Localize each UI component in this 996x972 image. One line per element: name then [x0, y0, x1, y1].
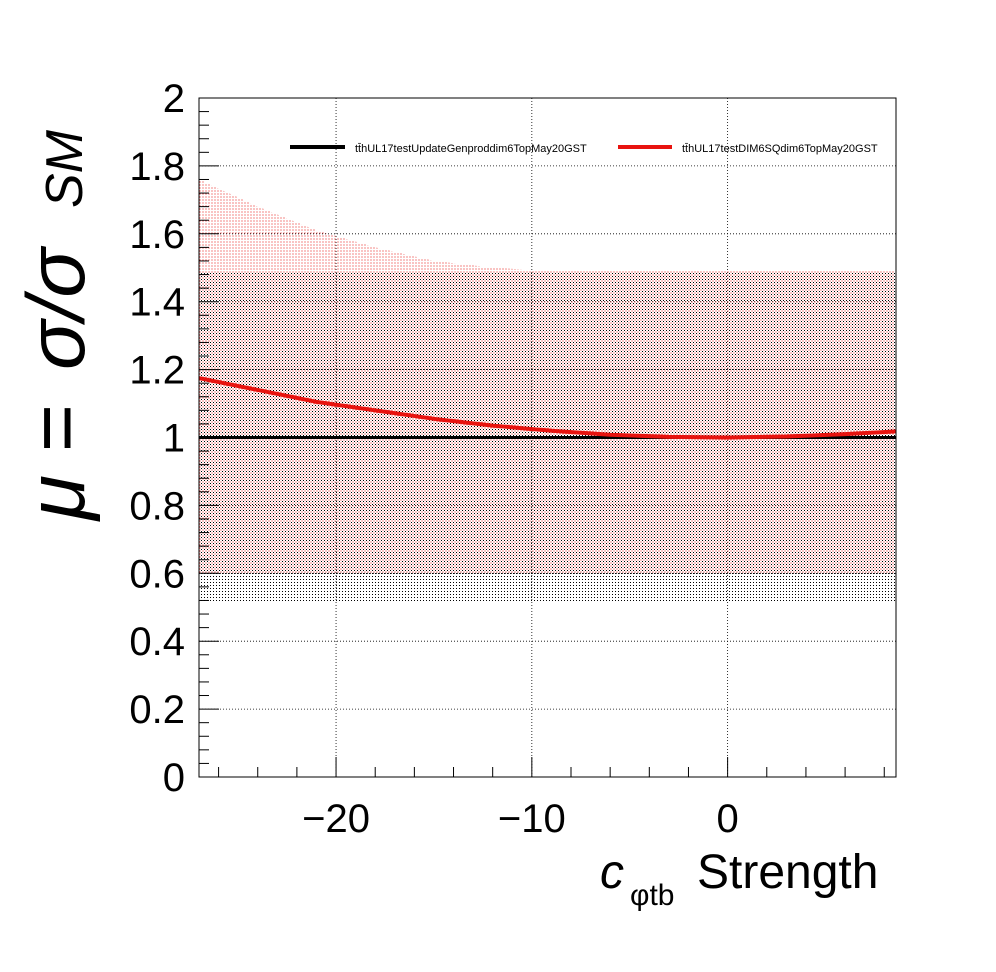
y-tick-label: 0.6: [129, 552, 185, 596]
uncertainty-bands: [199, 179, 896, 603]
y-tick-label: 1.2: [129, 349, 185, 393]
y-tick-label: 1.6: [129, 213, 185, 257]
series-lines: [199, 376, 896, 440]
y-tick-label: 0.2: [129, 688, 185, 732]
series-line-red: [199, 376, 896, 440]
y-tick-label: 2: [163, 77, 185, 121]
y-tick-labels: 0 0.2 0.4 0.6 0.8 1 1.2 1.4 1.6 1.8 2: [129, 77, 185, 800]
x-tick-labels: −20 −10 0: [302, 797, 739, 841]
x-axis-title: c φtb Strength: [600, 846, 878, 912]
x-axis-subscript: φtb: [630, 879, 674, 912]
legend-label-black: tt̄hUL17testUpdateGenproddim6TopMay20GST: [355, 143, 587, 155]
legend: tt̄hUL17testUpdateGenproddim6TopMay20GST…: [290, 143, 878, 155]
y-axis-sigma: σ/σ: [11, 245, 102, 370]
x-axis-text: Strength: [697, 846, 878, 899]
x-tick-label: 0: [716, 797, 738, 841]
y-tick-label: 1: [163, 417, 185, 461]
y-axis-equals: =: [11, 404, 102, 452]
y-tick-label: 0.4: [129, 620, 185, 664]
y-axis-mu: μ: [11, 475, 102, 522]
y-axis-subscript: SM: [36, 129, 94, 208]
y-tick-label: 0.8: [129, 484, 185, 528]
uncertainty-band-red: [199, 179, 896, 574]
x-tick-label: −10: [498, 797, 566, 841]
legend-label-red: tt̄hUL17testDIM6SQdim6TopMay20GST: [682, 143, 878, 155]
y-axis-title: μ = σ/σ SM: [11, 129, 102, 522]
y-tick-label: 1.8: [129, 145, 185, 189]
x-tick-label: −20: [302, 797, 370, 841]
axis-ticks: [199, 97, 885, 778]
y-tick-label: 0: [163, 756, 185, 800]
x-axis-symbol: c: [600, 846, 624, 899]
y-tick-label: 1.4: [129, 281, 185, 325]
